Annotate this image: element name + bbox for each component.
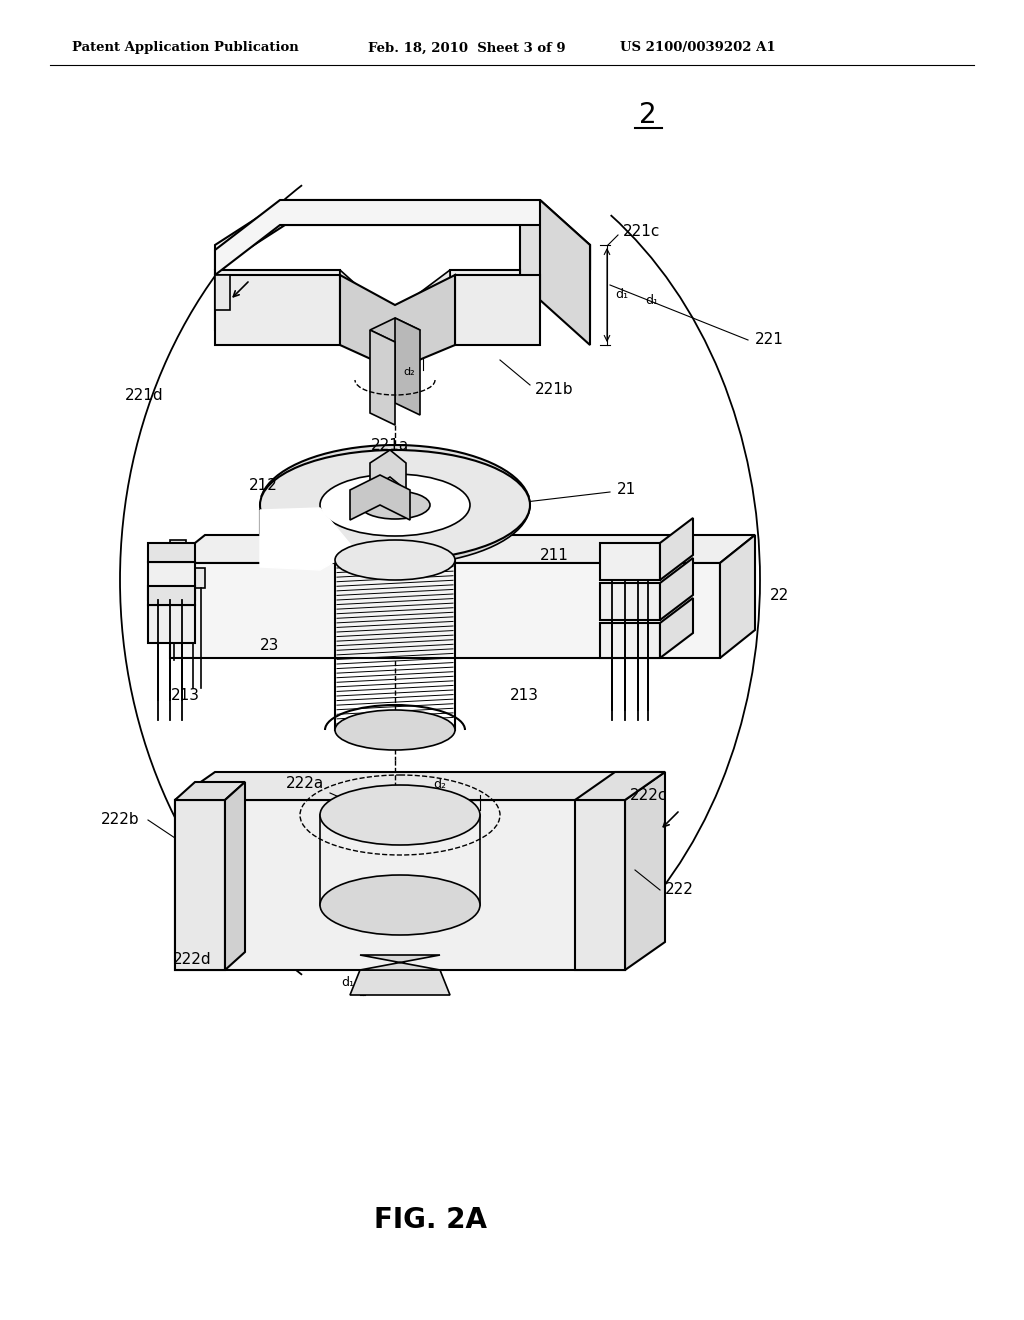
Polygon shape — [148, 605, 195, 643]
Polygon shape — [175, 781, 245, 800]
Polygon shape — [660, 598, 693, 657]
Text: Patent Application Publication: Patent Application Publication — [72, 41, 299, 54]
Polygon shape — [175, 800, 625, 970]
Polygon shape — [350, 475, 410, 520]
Polygon shape — [395, 318, 420, 414]
Ellipse shape — [319, 785, 480, 845]
Polygon shape — [660, 517, 693, 579]
Text: 222a: 222a — [286, 776, 325, 791]
Polygon shape — [660, 558, 693, 620]
Polygon shape — [600, 583, 660, 620]
Polygon shape — [575, 800, 625, 970]
Text: US 2100/0039202 A1: US 2100/0039202 A1 — [620, 41, 775, 54]
Text: 221b: 221b — [535, 383, 573, 397]
Polygon shape — [215, 275, 340, 345]
Text: 213: 213 — [510, 688, 539, 702]
Ellipse shape — [360, 491, 430, 519]
Text: d₁: d₁ — [341, 975, 354, 989]
Polygon shape — [148, 586, 195, 605]
Polygon shape — [215, 275, 230, 310]
Ellipse shape — [260, 450, 530, 560]
Text: 213: 213 — [171, 688, 200, 702]
Text: 21: 21 — [617, 483, 636, 498]
Text: Feb. 18, 2010  Sheet 3 of 9: Feb. 18, 2010 Sheet 3 of 9 — [368, 41, 565, 54]
Polygon shape — [720, 535, 755, 657]
Text: 221d: 221d — [124, 388, 163, 403]
Polygon shape — [170, 535, 755, 564]
Polygon shape — [189, 568, 205, 587]
Text: d₁: d₁ — [645, 293, 658, 306]
Polygon shape — [175, 772, 665, 800]
Text: 212: 212 — [249, 478, 278, 492]
Ellipse shape — [335, 710, 455, 750]
Text: 221: 221 — [755, 333, 784, 347]
Polygon shape — [260, 508, 355, 570]
Polygon shape — [455, 275, 540, 345]
Polygon shape — [575, 772, 665, 800]
Polygon shape — [215, 201, 590, 275]
Polygon shape — [340, 271, 450, 370]
Polygon shape — [148, 543, 195, 562]
Polygon shape — [600, 543, 660, 579]
Text: d₂: d₂ — [403, 367, 415, 378]
Text: 22: 22 — [770, 587, 790, 602]
Text: 222b: 222b — [101, 813, 140, 828]
Polygon shape — [274, 495, 530, 565]
Ellipse shape — [335, 540, 455, 579]
Polygon shape — [370, 330, 395, 425]
Polygon shape — [340, 275, 455, 370]
Ellipse shape — [319, 474, 470, 536]
Polygon shape — [262, 445, 528, 500]
Polygon shape — [370, 318, 420, 342]
Polygon shape — [175, 800, 225, 970]
Polygon shape — [170, 564, 720, 657]
Text: 2: 2 — [639, 102, 656, 129]
Text: d₁: d₁ — [615, 289, 629, 301]
Polygon shape — [170, 540, 186, 560]
Polygon shape — [215, 271, 340, 330]
Text: 222c: 222c — [630, 788, 668, 803]
Polygon shape — [148, 562, 195, 601]
Text: 221a: 221a — [371, 437, 410, 453]
Text: FIG. 2A: FIG. 2A — [374, 1206, 486, 1234]
Polygon shape — [600, 623, 660, 657]
Text: 221c: 221c — [623, 224, 660, 239]
Polygon shape — [215, 201, 590, 271]
Text: 222d: 222d — [173, 953, 211, 968]
Polygon shape — [360, 954, 440, 970]
Polygon shape — [450, 271, 520, 330]
Text: d₂: d₂ — [433, 779, 446, 792]
Polygon shape — [540, 201, 590, 345]
Text: 23: 23 — [260, 638, 280, 652]
Text: 211: 211 — [540, 548, 569, 562]
Polygon shape — [625, 772, 665, 970]
Polygon shape — [520, 201, 590, 330]
Ellipse shape — [319, 875, 480, 935]
Polygon shape — [350, 970, 450, 995]
Text: 222: 222 — [665, 883, 694, 898]
Polygon shape — [370, 450, 406, 490]
Polygon shape — [225, 781, 245, 970]
